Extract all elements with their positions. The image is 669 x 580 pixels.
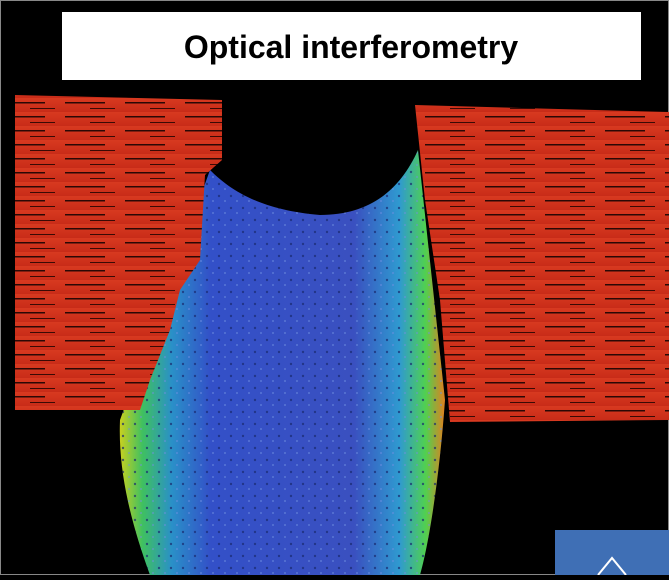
- page: Optical interferometry (() => { const da…: [0, 0, 669, 575]
- image: Optical interferometry: [0, 0, 669, 575]
- title: Optical interferometry: [184, 29, 519, 65]
- right-plateau: [415, 105, 669, 422]
- badge: [555, 530, 669, 575]
